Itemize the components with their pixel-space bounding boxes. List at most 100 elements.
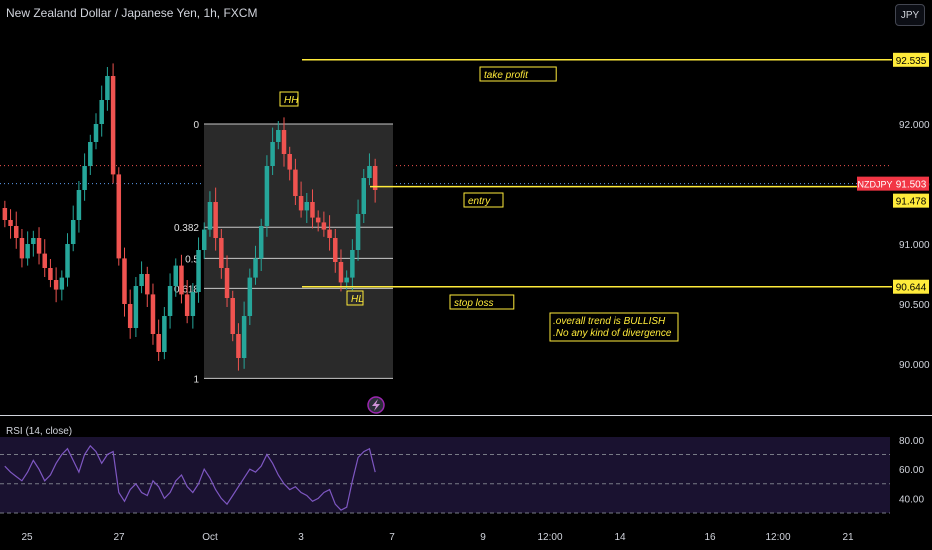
candle-body <box>99 100 104 124</box>
time-tick-label: 12:00 <box>537 532 562 543</box>
candles <box>2 63 378 371</box>
hh-label: HH <box>284 95 299 106</box>
candle-body <box>65 244 70 278</box>
pane-divider[interactable] <box>0 415 932 416</box>
stop-loss-label: stop loss <box>454 298 493 309</box>
rsi-tick-label: 60.00 <box>899 465 924 476</box>
candle-body <box>224 268 230 298</box>
candle-body <box>338 262 344 283</box>
candle-body <box>127 304 133 328</box>
time-tick-label: 27 <box>113 532 125 543</box>
currency-button[interactable]: JPY <box>895 4 925 26</box>
candle-body <box>88 142 93 166</box>
candle-body <box>207 202 213 230</box>
candle-body <box>133 286 139 328</box>
chart-title: New Zealand Dollar / Japanese Yen, 1h, F… <box>6 6 258 20</box>
candle-body <box>247 277 253 316</box>
fib-level-label: 1 <box>193 374 199 385</box>
candle-body <box>25 244 30 259</box>
candle-body <box>372 166 378 190</box>
candle-body <box>276 130 281 142</box>
candle-body <box>270 142 275 166</box>
candle-body <box>196 250 201 292</box>
time-tick-label: Oct <box>202 532 218 543</box>
candle-body <box>59 277 65 290</box>
candle-body <box>201 229 207 250</box>
candle-body <box>70 220 76 244</box>
candle-body <box>13 226 19 238</box>
take-profit-label-box <box>479 66 557 82</box>
price-tag-label: 92.535 <box>896 56 927 67</box>
time-tick-label: 7 <box>389 532 395 543</box>
candle-body <box>8 220 13 226</box>
time-axis[interactable]: 25 27 Oct 3 7 9 12:00 14 16 12:00 21 <box>0 522 932 550</box>
rsi-tick-label: 40.00 <box>899 494 924 505</box>
lightning-icon[interactable] <box>367 396 385 414</box>
hl-label: HL <box>351 294 364 305</box>
candle-body <box>230 298 235 334</box>
candle-body <box>321 222 327 230</box>
candle-body <box>173 265 179 286</box>
time-tick-label: 3 <box>298 532 304 543</box>
note-box <box>549 312 679 342</box>
candle-body <box>2 208 8 220</box>
note-line: .overall trend is BULLISH <box>553 316 666 327</box>
candle-body <box>145 274 150 295</box>
fib-level-label: 0.382 <box>174 223 199 234</box>
rsi-tick-label: 80.00 <box>899 436 924 447</box>
candle-body <box>116 174 122 259</box>
candle-body <box>355 214 361 250</box>
candle-body <box>110 76 116 175</box>
time-tick-label: 16 <box>704 532 716 543</box>
candle-body <box>105 76 110 100</box>
price-tag-label: 91.478 <box>896 197 927 208</box>
annotation-labels: take profit entry stop loss HH HL .overall tr… <box>279 66 679 342</box>
symbol-tag <box>857 176 893 191</box>
candle-body <box>82 166 87 190</box>
entry-label-box <box>463 192 504 208</box>
time-tick-label: 9 <box>480 532 486 543</box>
candle-body <box>304 202 310 211</box>
candle-body <box>31 238 36 244</box>
annotation-lines <box>302 59 892 288</box>
price-tags: 92.535 91.478 90.644 NZDJPY 91.503 <box>857 52 929 294</box>
candle-body <box>315 217 321 223</box>
price-tag <box>893 193 929 208</box>
candle-body <box>190 292 196 316</box>
candle-body <box>48 268 53 280</box>
price-tick-label: 91.000 <box>899 240 930 251</box>
candle-body <box>167 286 173 316</box>
hl-label-box <box>346 290 364 306</box>
note-line: .No any kind of divergence <box>553 328 672 339</box>
price-tag <box>893 52 929 67</box>
candle-body <box>298 196 304 211</box>
time-tick-label: 14 <box>614 532 626 543</box>
candle-body <box>19 238 25 259</box>
candle-body <box>236 334 241 358</box>
rsi-indicator-pane[interactable]: 80.00 60.00 40.00 <box>0 417 932 522</box>
price-grid <box>0 165 890 185</box>
candle-body <box>241 316 247 358</box>
candle-body <box>287 154 292 170</box>
fib-level-label: 0.5 <box>185 254 199 265</box>
candle-body <box>253 258 258 278</box>
symbol-tag-label: NZDJPY <box>857 180 892 190</box>
candle-body <box>162 316 167 352</box>
rsi-line <box>4 444 376 511</box>
fib-zone <box>204 124 393 379</box>
candle-body <box>350 250 355 278</box>
candle-body <box>42 253 47 268</box>
time-tick-label: 25 <box>21 532 33 543</box>
current-price-label: 91.503 <box>896 180 927 191</box>
candle-body <box>361 178 367 214</box>
candle-body <box>281 130 287 154</box>
candle-body <box>219 238 224 268</box>
candle-body <box>344 277 349 283</box>
price-tag <box>893 279 929 294</box>
candle-body <box>76 190 82 220</box>
current-price-tag <box>893 176 929 191</box>
candle-body <box>122 258 127 304</box>
